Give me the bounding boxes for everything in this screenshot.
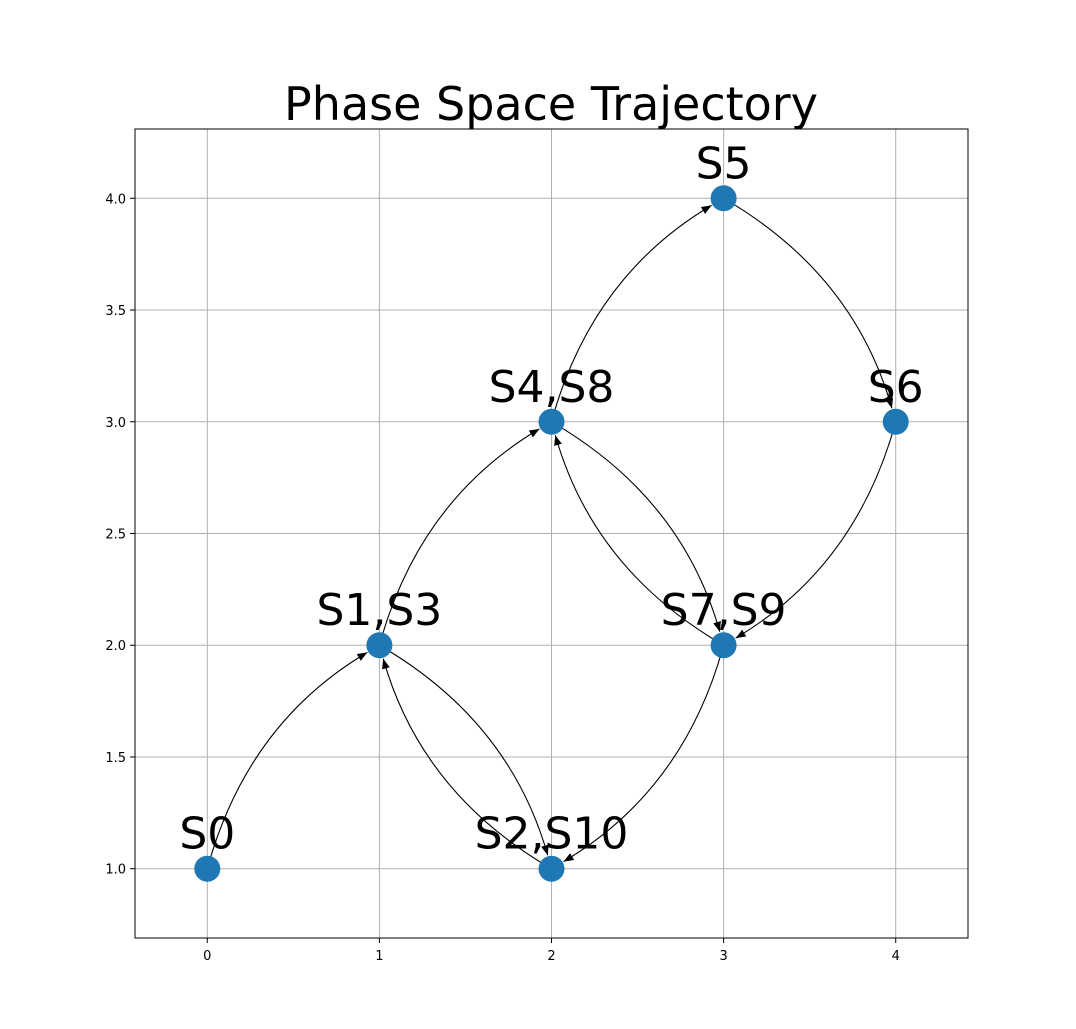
trajectory-edge bbox=[382, 658, 549, 868]
state-node bbox=[882, 408, 909, 435]
trajectory-edge bbox=[563, 648, 724, 863]
trajectory-edge bbox=[379, 428, 540, 642]
trajectory-edge bbox=[382, 646, 549, 856]
trajectory-edge bbox=[554, 435, 721, 644]
trajectory-edges bbox=[207, 199, 896, 868]
y-tick-label: 1.5 bbox=[105, 751, 126, 766]
y-tick-label: 2.0 bbox=[105, 639, 126, 654]
axis-ticks: 0 1 2 3 4 1.0 1.5 2.0 2.5 3.0 3.5 4.0 bbox=[105, 192, 900, 964]
y-tick-label: 2.5 bbox=[105, 528, 126, 543]
trajectory-nodes bbox=[194, 185, 909, 882]
state-node bbox=[366, 632, 393, 659]
node-labels: S0 S1,S3 S2,S10 S4,S8 S5 S6 S7,S9 bbox=[179, 138, 923, 859]
y-tick-label: 4.0 bbox=[105, 192, 126, 207]
state-node bbox=[194, 855, 221, 882]
chart-title: Phase Space Trajectory bbox=[284, 77, 818, 131]
state-label: S1,S3 bbox=[316, 585, 442, 636]
state-node bbox=[538, 408, 565, 435]
trajectory-edge bbox=[552, 204, 712, 419]
trajectory-edge bbox=[735, 425, 896, 639]
state-node bbox=[710, 632, 737, 659]
y-tick-label: 3.0 bbox=[105, 416, 126, 431]
trajectory-edge bbox=[726, 199, 894, 409]
trajectory-edge bbox=[207, 651, 368, 866]
state-label: S6 bbox=[868, 362, 924, 413]
x-tick-label: 0 bbox=[203, 949, 211, 964]
state-label: S5 bbox=[696, 138, 752, 189]
trajectory-edge bbox=[554, 423, 721, 632]
state-node bbox=[710, 185, 737, 212]
state-label: S4,S8 bbox=[489, 362, 615, 413]
x-tick-label: 4 bbox=[892, 949, 900, 964]
state-node bbox=[538, 855, 565, 882]
state-label: S0 bbox=[179, 809, 235, 860]
state-label: S2,S10 bbox=[475, 809, 629, 860]
y-tick-label: 3.5 bbox=[105, 304, 126, 319]
state-label: S7,S9 bbox=[661, 585, 787, 636]
x-tick-label: 2 bbox=[547, 949, 555, 964]
y-tick-label: 1.0 bbox=[105, 863, 126, 878]
x-tick-label: 3 bbox=[719, 949, 727, 964]
x-tick-label: 1 bbox=[375, 949, 383, 964]
